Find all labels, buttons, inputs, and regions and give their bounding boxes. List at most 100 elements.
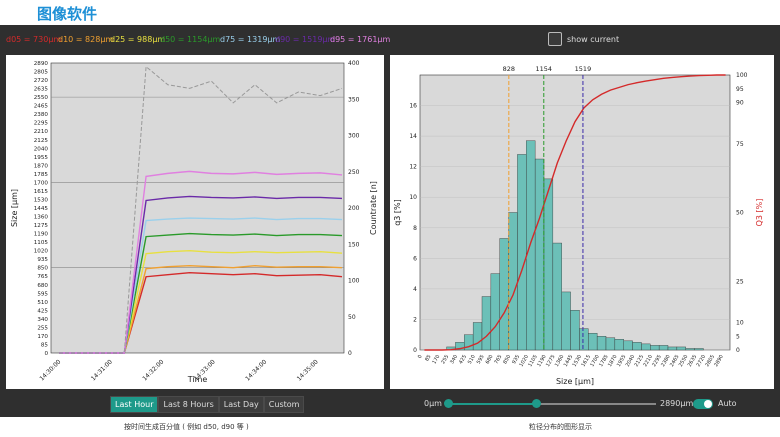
x-axis-label: Time (187, 375, 208, 384)
x-tick-label: 1615 (580, 354, 592, 368)
y-tick-label: 2465 (34, 104, 49, 110)
auto-label: Auto (718, 399, 737, 408)
histogram-bar (685, 348, 695, 351)
y2-tick-label: 200 (348, 205, 360, 212)
x-tick-label: 2805 (704, 354, 716, 368)
last-8-hours-button[interactable]: Last 8 Hours (158, 396, 219, 413)
x-tick-label: 850 (502, 354, 512, 365)
stat-d90: d90 = 1519µm (275, 35, 336, 44)
y-tick-label: 1530 (34, 197, 49, 203)
histogram-bar (526, 140, 536, 351)
auto-toggle-knob (704, 400, 712, 408)
y-tick-label: 2125 (34, 138, 49, 144)
custom-button[interactable]: Custom (263, 396, 305, 413)
y-tick-label: 16 (409, 103, 417, 110)
histogram-bar (641, 343, 651, 351)
caption-left: 按时间生成百分值 ( 例如 d50, d90 等 ) (124, 423, 249, 431)
x-tick-label: 1955 (616, 354, 628, 368)
slider-min-label: 0µm (424, 399, 442, 408)
y-axis-label: Size [µm] (10, 189, 19, 227)
time-chart-panel: 0 85 170 255 340 425 510 595 680 765 850 935 1020 110… (6, 55, 384, 389)
y2-tick-label: 25 (736, 278, 744, 285)
last-day-button[interactable]: Last Day (218, 396, 264, 413)
y2-axis-label: Countrate [n] (369, 181, 378, 235)
histogram-bar (658, 345, 669, 351)
y-tick-label: 85 (41, 342, 49, 348)
cumulative-curve (424, 74, 726, 351)
marker-label: 1154 (536, 65, 553, 73)
show-current-checkbox[interactable] (548, 32, 562, 46)
x-tick-label: 2635 (687, 354, 699, 368)
y-tick-label: 12 (409, 164, 417, 171)
x-tick-label: 425 (458, 354, 468, 365)
y-tick-label: 2295 (34, 121, 49, 127)
y-tick-label: 850 (37, 266, 48, 272)
histogram-bar (623, 340, 633, 351)
series-d95 (59, 170, 343, 354)
y-tick-label: 0 (44, 351, 48, 357)
y-tick-label: 0 (413, 347, 417, 354)
auto-toggle[interactable] (693, 399, 713, 409)
y-tick-label: 2720 (34, 78, 49, 84)
x-tick-label: 595 (476, 354, 486, 365)
stat-d25: d25 = 988µm (110, 35, 166, 44)
last-hour-button[interactable]: Last Hour (110, 396, 159, 413)
x-tick-label: 2295 (651, 354, 663, 368)
y-tick-label: 1955 (34, 155, 49, 161)
x-axis-label: Size [µm] (556, 377, 594, 386)
histogram-bar (561, 291, 571, 351)
x-tick-label: 255 (440, 354, 450, 365)
distribution-chart-panel: 0 2 4 6 8 10 12 14 16 0 5 10 25 50 75 90 95 100 0 85 170 255 3… (390, 55, 774, 389)
y2-tick-label: 75 (736, 141, 744, 148)
x-tick-label: 14:32:00 (141, 358, 165, 382)
x-tick-label: 14:30:00 (38, 358, 62, 382)
y-tick-label: 170 (37, 334, 48, 340)
y-tick-label: 340 (37, 317, 48, 323)
x-tick-label: 2720 (696, 354, 708, 368)
y2-tick-label: 50 (348, 314, 356, 321)
histogram-bar (472, 322, 483, 351)
caption-right: 粒径分布的图形显示 (529, 423, 592, 431)
y2-tick-label: 250 (348, 169, 360, 176)
histogram-bar (596, 336, 607, 351)
y-tick-label: 935 (37, 257, 48, 263)
slider-max-handle[interactable] (532, 399, 541, 408)
x-tick-label: 2550 (678, 354, 690, 368)
show-current-toggle[interactable]: show current (548, 32, 619, 46)
y2-tick-label: 0 (348, 350, 352, 357)
x-tick-label: 2890 (713, 354, 725, 368)
histogram-bar (650, 345, 660, 351)
y-tick-label: 425 (37, 308, 48, 314)
histogram-bar (588, 332, 598, 351)
histogram-bar (605, 337, 616, 351)
marker-label: 1519 (575, 65, 592, 73)
y-tick-label: 1105 (34, 240, 49, 246)
x-tick-label: 765 (493, 354, 503, 365)
y2-axis-label: Q3 [%] (755, 199, 764, 227)
y-tick-label: 2210 (34, 129, 49, 135)
y-tick-label: 255 (37, 325, 48, 331)
stat-d75: d75 = 1319µm (220, 35, 281, 44)
y-tick-label: 680 (37, 283, 48, 289)
y2-tick-label: 150 (348, 241, 360, 248)
x-tick-label: 1870 (607, 354, 619, 368)
slider-track (448, 403, 656, 405)
slider-min-handle[interactable] (444, 399, 453, 408)
y-tick-label: 10 (409, 194, 417, 201)
y-tick-label: 1445 (34, 206, 49, 212)
y-tick-label: 595 (37, 291, 48, 297)
x-tick-label: 1360 (554, 354, 566, 368)
x-tick-label: 2040 (625, 354, 637, 368)
y-tick-label: 1700 (34, 180, 49, 186)
histogram-bar (481, 296, 492, 351)
y2-tick-label: 0 (736, 347, 740, 354)
y-tick-label: 1020 (34, 249, 49, 255)
x-tick-label: 1445 (563, 354, 575, 368)
x-tick-label: 1530 (572, 354, 584, 368)
x-tick-label: 14:31:00 (90, 358, 114, 382)
histogram-bar (570, 310, 580, 351)
y-tick-label: 1785 (34, 172, 49, 178)
y-tick-label: 4 (413, 286, 417, 293)
x-tick-label: 0 (417, 354, 424, 360)
x-tick-label: 14:34:00 (244, 358, 268, 382)
